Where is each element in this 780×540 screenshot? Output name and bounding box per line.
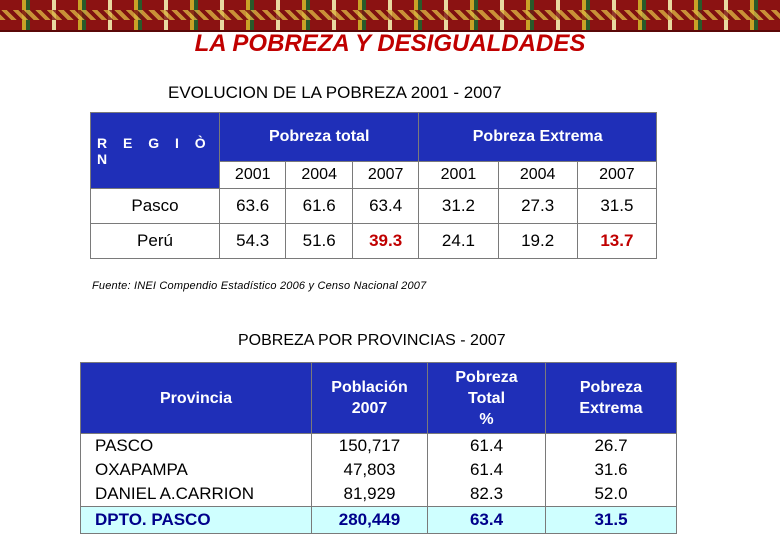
list-item: 52.0 xyxy=(594,484,628,503)
total-poblacion: 280,449 xyxy=(311,506,428,534)
header-pobreza-extrema: Pobreza Extrema xyxy=(545,362,677,434)
list-item: 61.4 xyxy=(469,460,504,479)
table-cell: 24.1 xyxy=(418,223,499,259)
extreme-poverty-values: 26.7 31.6 52.0 xyxy=(545,433,677,507)
header-extrema-line1: Pobreza xyxy=(579,379,643,396)
table1-caption: EVOLUCION DE LA POBREZA 2001 - 2007 xyxy=(168,83,502,102)
region-header: R E G I Ò N xyxy=(90,112,220,189)
list-item: 47,803 xyxy=(343,460,396,479)
header-poblacion-line2: 2007 xyxy=(351,400,388,417)
source-note: Fuente: INEI Compendio Estadístico 2006 … xyxy=(92,280,427,292)
table-body: PASCO OXAPAMPA DANIEL A.CARRION 150,717 … xyxy=(80,433,677,507)
header-poblacion: Población 2007 xyxy=(311,362,428,434)
list-item: 61.4 xyxy=(469,436,504,455)
total-extrema: 31.5 xyxy=(545,506,677,534)
header-total-line3: % xyxy=(479,410,494,428)
list-item: 26.7 xyxy=(594,436,628,455)
header-poblacion-line1: Población xyxy=(331,379,408,396)
list-item: DANIEL A.CARRION xyxy=(95,484,255,503)
header-extrema-line2: Extrema xyxy=(579,400,643,417)
group-header-total: Pobreza total xyxy=(218,112,420,162)
header-total-line2: Total xyxy=(467,389,506,407)
list-item: 82.3 xyxy=(469,484,504,503)
poverty-evolution-table: R E G I Ò N Pobreza total Pobreza Extrem… xyxy=(90,112,658,259)
table-cell: 63.6 xyxy=(218,188,287,224)
table-cell: 51.6 xyxy=(285,223,353,259)
table-cell: 31.5 xyxy=(576,188,658,224)
table-cell-highlight: 39.3 xyxy=(351,223,420,259)
list-item: 150,717 xyxy=(338,436,401,455)
table-cell: 19.2 xyxy=(497,223,578,259)
list-item: PASCO xyxy=(95,436,154,455)
row-region: Pasco xyxy=(90,188,220,224)
table-cell-highlight: 13.7 xyxy=(576,223,658,259)
table2-caption: POBREZA POR PROVINCIAS - 2007 xyxy=(238,332,506,349)
table-cell: 61.6 xyxy=(285,188,353,224)
year-header: 2007 xyxy=(351,161,420,189)
year-header: 2004 xyxy=(497,161,578,189)
year-header: 2001 xyxy=(218,161,287,189)
province-poverty-table: Provincia Población 2007 Pobreza Total %… xyxy=(80,362,677,534)
list-item: 81,929 xyxy=(343,484,396,503)
table-row: Perú 54.3 51.6 39.3 24.1 19.2 13.7 xyxy=(90,223,658,259)
header-provincia: Provincia xyxy=(80,362,312,434)
table-cell: 54.3 xyxy=(218,223,287,259)
header-pobreza-total: Pobreza Total % xyxy=(427,362,546,434)
population-values: 150,717 47,803 81,929 xyxy=(311,433,428,507)
table-row: Pasco 63.6 61.6 63.4 31.2 27.3 31.5 xyxy=(90,188,658,224)
total-pobreza: 63.4 xyxy=(427,506,546,534)
year-header: 2007 xyxy=(576,161,658,189)
total-row: DPTO. PASCO 280,449 63.4 31.5 xyxy=(80,506,677,534)
table-cell: 27.3 xyxy=(497,188,578,224)
table-cell: 31.2 xyxy=(418,188,499,224)
header-total-line1: Pobreza xyxy=(455,368,518,386)
list-item: 31.6 xyxy=(594,460,628,479)
list-item: OXAPAMPA xyxy=(95,460,188,479)
group-header-extreme: Pobreza Extrema xyxy=(418,112,657,162)
year-header: 2004 xyxy=(285,161,353,189)
year-header: 2001 xyxy=(418,161,499,189)
row-region: Perú xyxy=(90,223,220,259)
banner-pattern xyxy=(0,10,780,20)
decorative-banner xyxy=(0,0,780,32)
table-cell: 63.4 xyxy=(351,188,420,224)
province-names: PASCO OXAPAMPA DANIEL A.CARRION xyxy=(80,433,312,507)
page-title: LA POBREZA Y DESIGUALDADES xyxy=(194,30,586,57)
total-poverty-values: 61.4 61.4 82.3 xyxy=(427,433,546,507)
total-label: DPTO. PASCO xyxy=(80,506,312,534)
